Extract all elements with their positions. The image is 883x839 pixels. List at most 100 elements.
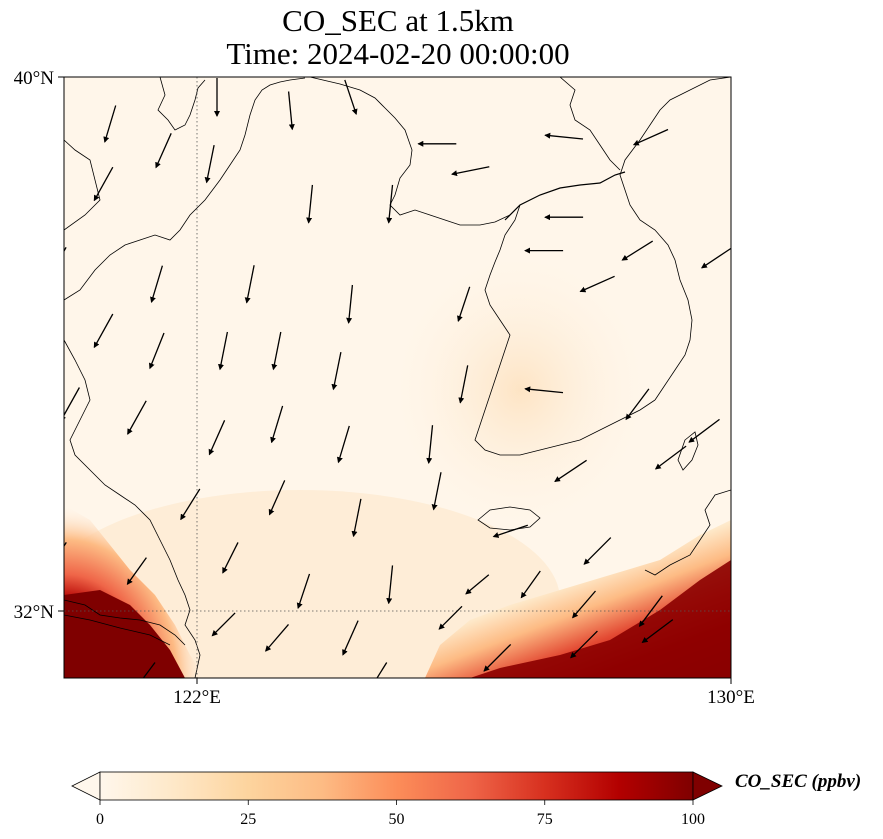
wind-arrow-13 bbox=[386, 184, 394, 224]
x-tick-label-122: 122°E bbox=[173, 687, 221, 708]
wind-arrow-59 bbox=[211, 612, 236, 637]
wind-arrow-52 bbox=[296, 573, 311, 610]
coastline-korea-east bbox=[619, 77, 731, 401]
wind-arrow-36 bbox=[208, 420, 226, 456]
colorbar-extend-max bbox=[692, 771, 723, 801]
wind-arrow-54 bbox=[465, 574, 490, 595]
wind-arrow-25 bbox=[93, 313, 114, 349]
wind-arrow-32 bbox=[625, 388, 650, 421]
co-field-layer bbox=[0, 77, 731, 679]
field-center-glow bbox=[380, 240, 660, 540]
wind-arrow-16 bbox=[700, 247, 731, 269]
border-korea-dmz bbox=[504, 171, 626, 221]
chart-title-line2: Time: 2024-02-20 00:00:00 bbox=[226, 36, 570, 71]
wind-arrow-56 bbox=[572, 590, 596, 619]
wind-arrow-41 bbox=[654, 445, 687, 470]
wind-arrow-1 bbox=[155, 133, 172, 169]
wind-arrow-17 bbox=[64, 246, 67, 253]
wind-arrow-29 bbox=[331, 351, 342, 391]
wind-arrow-38 bbox=[336, 425, 350, 464]
coastline-yangtze bbox=[64, 599, 186, 646]
coastline-bohai-north bbox=[309, 77, 521, 226]
wind-arrow-26 bbox=[148, 332, 165, 370]
wind-arrow-45 bbox=[351, 498, 362, 538]
wind-arrow-8 bbox=[632, 128, 669, 146]
wind-arrow-34 bbox=[64, 387, 80, 422]
wind-arrow-4 bbox=[344, 79, 358, 116]
wind-arrow-15 bbox=[621, 240, 654, 261]
chart-title: CO_SEC at 1.5km Time: 2024-02-20 00:00:0… bbox=[0, 4, 796, 70]
field-sw-core bbox=[64, 590, 185, 678]
wind-arrow-27 bbox=[218, 331, 229, 371]
wind-arrow-68 bbox=[483, 643, 512, 672]
wind-arrow-0 bbox=[103, 105, 117, 143]
wind-arrow-3 bbox=[287, 91, 295, 131]
colorbar-tick-label-0: 0 bbox=[96, 811, 104, 828]
colorbar-tick-label-75: 75 bbox=[537, 811, 553, 828]
wind-arrow-10 bbox=[93, 166, 114, 202]
field-sw-haze bbox=[64, 490, 560, 678]
colorbar-tick-label-100: 100 bbox=[681, 811, 705, 828]
colorbar-body bbox=[99, 771, 694, 801]
coastline-korea-west bbox=[474, 204, 656, 456]
wind-arrow-42 bbox=[34, 461, 53, 494]
colorbar-extend-min bbox=[71, 771, 101, 801]
wind-arrow-57 bbox=[638, 595, 663, 628]
coastlines bbox=[64, 77, 731, 678]
wind-arrow-20 bbox=[346, 284, 354, 324]
x-tick-label-130: 130°E bbox=[707, 687, 755, 708]
wind-arrow-64 bbox=[641, 619, 674, 644]
jeju-island bbox=[477, 506, 541, 531]
wind-arrow-28 bbox=[271, 331, 282, 371]
wind-vectors bbox=[0, 78, 731, 679]
wind-arrow-31 bbox=[524, 386, 564, 394]
chart-title-line1: CO_SEC at 1.5km bbox=[282, 3, 514, 38]
wind-arrow-35 bbox=[127, 400, 147, 435]
wind-arrow-44 bbox=[268, 480, 286, 516]
wind-arrow-48 bbox=[583, 537, 612, 565]
wind-arrow-49 bbox=[64, 542, 67, 548]
wind-arrow-11 bbox=[204, 144, 215, 184]
wind-arrow-65 bbox=[0, 649, 21, 679]
wind-arrow-53 bbox=[386, 565, 394, 605]
coastline-china-north bbox=[64, 77, 306, 301]
y-tick-label-32: 32°N bbox=[14, 602, 55, 623]
wind-arrow-19 bbox=[244, 265, 255, 304]
colorbar-tick-label-50: 50 bbox=[389, 811, 405, 828]
wind-arrow-33 bbox=[688, 418, 720, 443]
tsushima-island bbox=[677, 431, 699, 471]
wind-arrow-6 bbox=[451, 166, 490, 177]
wind-arrow-50 bbox=[126, 557, 147, 586]
wind-arrow-18 bbox=[150, 265, 164, 304]
wind-arrow-63 bbox=[570, 630, 598, 659]
wind-arrow-23 bbox=[579, 275, 615, 293]
wind-arrow-46 bbox=[431, 472, 442, 511]
wind-arrow-39 bbox=[426, 425, 434, 464]
gridlines bbox=[64, 77, 731, 678]
coastline-liaodong bbox=[157, 77, 206, 131]
wind-arrow-7 bbox=[544, 132, 584, 140]
wind-arrow-47 bbox=[492, 524, 529, 538]
colorbar-title: CO_SEC (ppbv) bbox=[735, 771, 861, 792]
colorbar-tick-label-25: 25 bbox=[240, 811, 256, 828]
wind-arrow-30 bbox=[458, 365, 469, 404]
wind-arrow-40 bbox=[554, 459, 587, 482]
colorbar-ticks: 0 25 50 75 100 bbox=[96, 800, 705, 828]
wind-arrow-37 bbox=[270, 405, 284, 444]
field-se-core bbox=[470, 560, 731, 678]
wind-arrow-21 bbox=[457, 286, 471, 322]
wind-arrow-9 bbox=[21, 194, 40, 227]
y-tick-label-40: 40°N bbox=[14, 68, 55, 89]
wind-arrow-12 bbox=[306, 184, 314, 224]
axis-ticks bbox=[58, 76, 732, 684]
coastline-china-east bbox=[64, 339, 201, 678]
kyushu-coast bbox=[644, 489, 731, 576]
wind-arrow-24 bbox=[34, 307, 53, 340]
map-frame bbox=[63, 76, 732, 679]
colorbar: 0 25 50 75 100 CO_SEC (ppbv) bbox=[71, 771, 861, 828]
wind-arrow-62 bbox=[438, 605, 463, 630]
wind-arrow-61 bbox=[342, 620, 359, 656]
wind-arrow-60 bbox=[265, 623, 289, 652]
wind-arrow-43 bbox=[180, 488, 201, 521]
